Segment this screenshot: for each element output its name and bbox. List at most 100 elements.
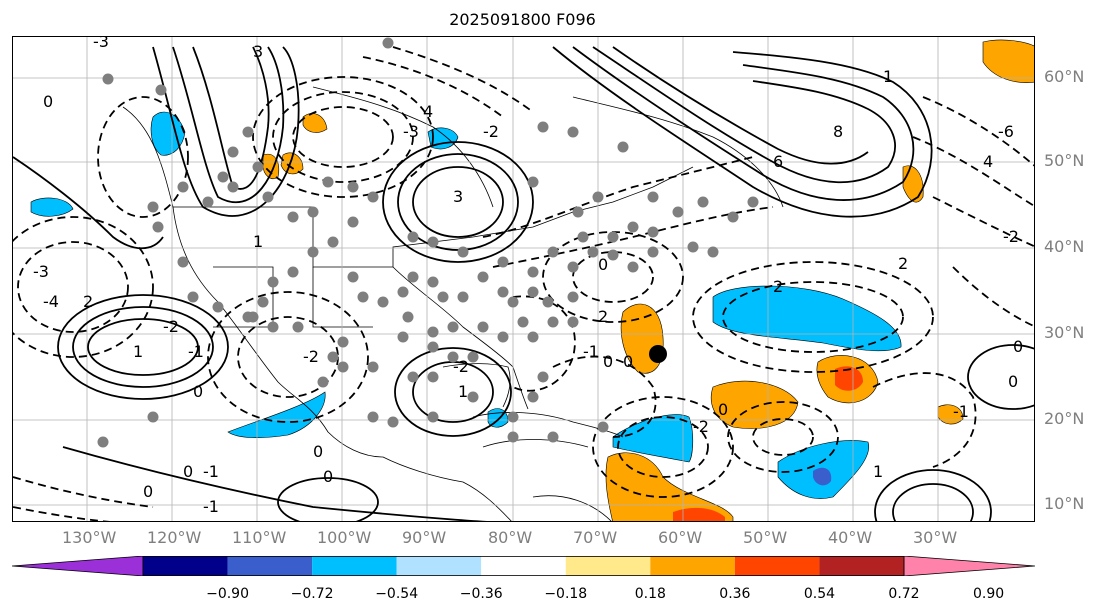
contour-dashed: [97, 96, 189, 218]
contour-solid: [612, 46, 869, 165]
contour-dashed: [552, 355, 657, 438]
contour-solid: [892, 483, 974, 521]
longitude-label: 110°W: [232, 528, 287, 547]
longitude-label: 70°W: [573, 528, 618, 547]
contour-dashed: [252, 76, 434, 198]
contour-label: 6: [773, 152, 783, 171]
colorbar-tick-label: −0.54: [375, 586, 419, 602]
station-dot: [457, 291, 469, 303]
station-dot: [507, 411, 519, 423]
contour-dashed: [752, 418, 814, 456]
station-dot: [242, 126, 254, 138]
station-dot: [647, 226, 659, 238]
station-dot: [607, 231, 619, 243]
contour-label: 2: [898, 254, 908, 273]
station-dot: [307, 246, 319, 258]
colorbar-tick-label: 0.18: [634, 586, 666, 602]
station-dot: [367, 191, 379, 203]
contour-label: 3: [253, 42, 263, 61]
station-dot: [397, 286, 409, 298]
station-dot: [572, 206, 584, 218]
shade-blue-patch: [712, 285, 902, 352]
colorbar-tick-label: 0.90: [972, 586, 1005, 602]
lat-lon-grid: [13, 37, 1034, 521]
station-dot: [747, 196, 759, 208]
station-dot: [382, 37, 394, 49]
contour-solid: [192, 46, 270, 190]
station-dot: [477, 321, 489, 333]
contour-label: 0: [143, 482, 153, 501]
station-dot: [647, 191, 659, 203]
contour-dashed: [362, 56, 504, 118]
station-dot: [427, 411, 439, 423]
station-dot: [477, 271, 489, 283]
station-dot: [567, 291, 579, 303]
station-dot: [347, 216, 359, 228]
contour-label: -3: [403, 122, 419, 141]
contour-label: 1: [133, 342, 143, 361]
contour-solid: [72, 306, 214, 388]
station-dot: [617, 141, 629, 153]
latitude-label: 20°N: [1044, 409, 1085, 428]
contour-label: 0: [598, 255, 608, 274]
station-dot: [537, 371, 549, 383]
station-dot: [427, 236, 439, 248]
map-panel: 3 4 -2 1 3 8 6 -3 -6 4 -2 0 2 -3 -4 -3 -2 2 1 0 -2 0 2 -2 1 0 -1 0-…: [12, 36, 1035, 522]
station-dot: [337, 361, 349, 373]
station-dot: [607, 249, 619, 261]
contour-label: -1: [203, 462, 219, 481]
longitude-label: 90°W: [402, 528, 447, 547]
contour-dashed: [207, 291, 369, 423]
contour-solid: [87, 318, 199, 376]
station-dot: [457, 246, 469, 258]
colorbar-bin: [396, 556, 482, 576]
contour-label: -6: [998, 122, 1014, 141]
station-dot: [627, 221, 639, 233]
longitude-label: 120°W: [147, 528, 202, 547]
station-dot: [447, 351, 459, 363]
shade-orange-patch: [280, 152, 304, 175]
station-dot: [567, 261, 579, 273]
longitude-label: 50°W: [743, 528, 788, 547]
station-dot: [292, 321, 304, 333]
shade-red-patch: [835, 366, 863, 391]
contour-label: -2: [483, 122, 499, 141]
contour-label: 0: [623, 352, 633, 371]
contour-label: -1: [188, 342, 204, 361]
longitude-label: 30°W: [913, 528, 958, 547]
colorbar: [12, 556, 1035, 576]
station-dot: [647, 246, 659, 258]
station-dot: [347, 181, 359, 193]
station-dot: [467, 351, 479, 363]
contour-dashed: [592, 396, 734, 498]
coastlines: [122, 86, 784, 521]
contour-label: 0: [43, 92, 53, 111]
contour-label: 2: [773, 277, 783, 296]
shade-orange-patch: [605, 452, 734, 521]
station-dot: [592, 191, 604, 203]
station-dot: [517, 316, 529, 328]
contour-dashed: [912, 136, 1034, 207]
map-title: 2025091800 F096: [449, 10, 596, 29]
contour-solid: [277, 477, 379, 521]
contour-label: 1: [253, 232, 263, 251]
latitude-label: 10°N: [1044, 494, 1085, 513]
shade-blue-patch: [227, 391, 326, 438]
station-dot: [177, 181, 189, 193]
contour-dashed: [722, 281, 904, 353]
contour-label: 8: [833, 122, 843, 141]
station-dot: [547, 316, 559, 328]
station-dot: [287, 266, 299, 278]
station-dot: [427, 341, 439, 353]
contour-dashed: [932, 196, 1034, 248]
station-dot: [597, 421, 609, 433]
contour-dashed: [13, 216, 154, 358]
colorbar-frame: [142, 556, 905, 576]
shade-orange-patch: [937, 404, 964, 425]
colorbar-bin: [734, 556, 820, 576]
contour-label: 0: [323, 467, 333, 486]
colorbar-bin: [143, 556, 228, 576]
shade-blue-patch: [30, 197, 74, 217]
station-dot: [147, 411, 159, 423]
station-dot: [212, 301, 224, 313]
